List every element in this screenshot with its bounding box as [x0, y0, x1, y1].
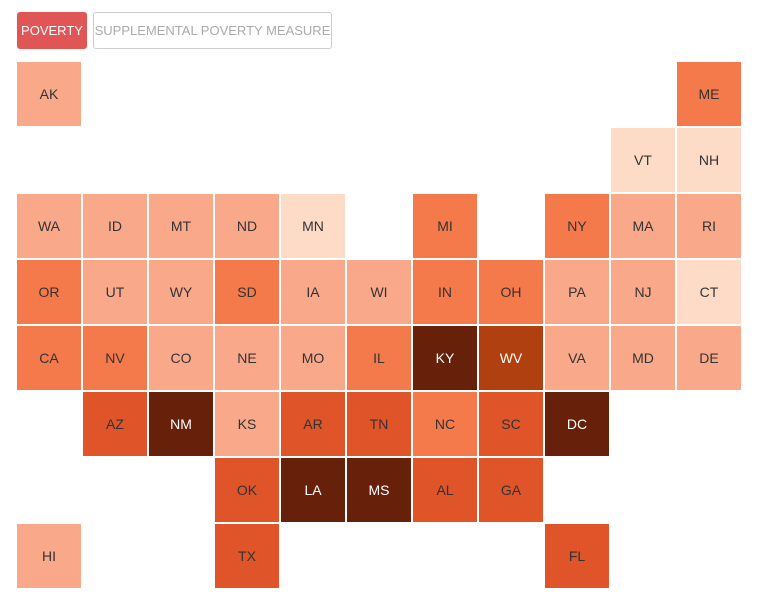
state-tile: HI — [17, 524, 81, 588]
state-tile: MO — [281, 326, 345, 390]
state-tile: ND — [215, 194, 279, 258]
state-tile: AZ — [83, 392, 147, 456]
state-tile: NY — [545, 194, 609, 258]
state-tile: DE — [677, 326, 741, 390]
state-tile: MN — [281, 194, 345, 258]
state-tile: WI — [347, 260, 411, 324]
state-tile: KS — [215, 392, 279, 456]
state-tile: KY — [413, 326, 477, 390]
state-tile: VT — [611, 128, 675, 192]
state-tile: PA — [545, 260, 609, 324]
state-tile: MA — [611, 194, 675, 258]
state-tile: SC — [479, 392, 543, 456]
state-tile: CA — [17, 326, 81, 390]
state-tile: SD — [215, 260, 279, 324]
state-tile: NV — [83, 326, 147, 390]
tab-button[interactable]: SUPPLEMENTAL POVERTY MEASURE — [93, 12, 332, 49]
state-tile: AL — [413, 458, 477, 522]
state-tile: MI — [413, 194, 477, 258]
state-tile: NM — [149, 392, 213, 456]
state-tile: OK — [215, 458, 279, 522]
state-tile: MS — [347, 458, 411, 522]
state-tile: AK — [17, 62, 81, 126]
state-tile: RI — [677, 194, 741, 258]
state-tile: IA — [281, 260, 345, 324]
state-tile: NJ — [611, 260, 675, 324]
state-tile: IL — [347, 326, 411, 390]
state-tile: FL — [545, 524, 609, 588]
state-tile: OH — [479, 260, 543, 324]
state-tile: LA — [281, 458, 345, 522]
state-tile: NC — [413, 392, 477, 456]
state-tile: NH — [677, 128, 741, 192]
state-tile: ID — [83, 194, 147, 258]
state-tile: AR — [281, 392, 345, 456]
state-tile: TN — [347, 392, 411, 456]
tab-button[interactable]: POVERTY — [17, 12, 87, 49]
state-tile: VA — [545, 326, 609, 390]
state-tile: WY — [149, 260, 213, 324]
state-tile: MD — [611, 326, 675, 390]
state-tile: IN — [413, 260, 477, 324]
state-tile: WV — [479, 326, 543, 390]
state-tile: OR — [17, 260, 81, 324]
state-tile: MT — [149, 194, 213, 258]
state-tile: DC — [545, 392, 609, 456]
state-tile: CT — [677, 260, 741, 324]
state-tile: UT — [83, 260, 147, 324]
state-tile: TX — [215, 524, 279, 588]
state-tile: NE — [215, 326, 279, 390]
state-tile: CO — [149, 326, 213, 390]
state-tile: WA — [17, 194, 81, 258]
state-tile: ME — [677, 62, 741, 126]
state-tile: GA — [479, 458, 543, 522]
